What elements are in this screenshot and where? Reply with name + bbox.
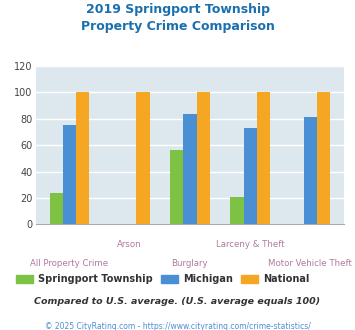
Bar [76,92,89,224]
Legend: Springport Township, Michigan, National: Springport Township, Michigan, National [12,271,313,288]
Bar [230,197,244,224]
Bar [183,114,197,224]
Bar [50,193,63,224]
Text: Larceny & Theft: Larceny & Theft [216,240,284,249]
Bar [63,125,76,224]
Text: Arson: Arson [118,240,142,249]
Text: Motor Vehicle Theft: Motor Vehicle Theft [268,259,353,268]
Bar [136,92,149,224]
Text: 2019 Springport Township
Property Crime Comparison: 2019 Springport Township Property Crime … [81,3,274,33]
Text: © 2025 CityRating.com - https://www.cityrating.com/crime-statistics/: © 2025 CityRating.com - https://www.city… [45,322,310,330]
Text: Compared to U.S. average. (U.S. average equals 100): Compared to U.S. average. (U.S. average … [34,297,321,306]
Bar [244,128,257,224]
Bar [170,150,183,224]
Bar [257,92,270,224]
Bar [317,92,330,224]
Text: Burglary: Burglary [171,259,208,268]
Bar [304,117,317,224]
Bar [197,92,210,224]
Text: All Property Crime: All Property Crime [31,259,109,268]
